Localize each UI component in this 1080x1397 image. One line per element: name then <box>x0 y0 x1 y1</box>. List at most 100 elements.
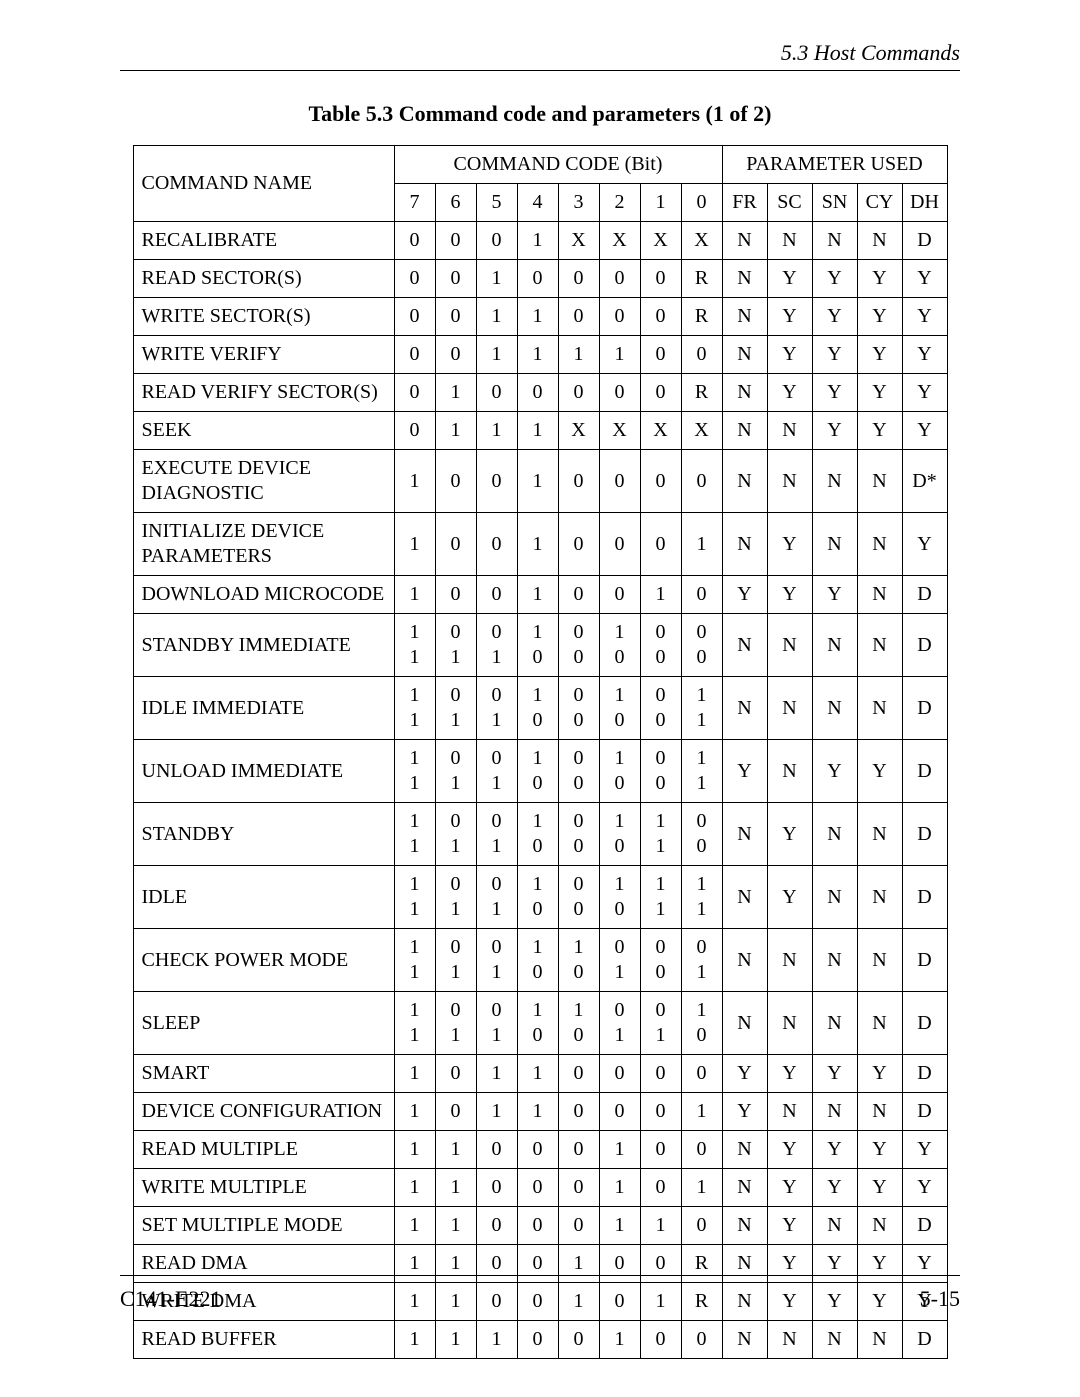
bit-cell: 11 <box>394 614 435 677</box>
param-cell: Y <box>857 298 902 336</box>
bit-cell: 0 <box>435 1093 476 1131</box>
bit-cell: 00 <box>558 614 599 677</box>
param-cell: N <box>722 1169 767 1207</box>
bit-cell: 01 <box>476 740 517 803</box>
param-cell: N <box>722 374 767 412</box>
table-row: STANDBY IMMEDIATE1101011000100000NNNND <box>133 614 947 677</box>
param-cell: N <box>767 1093 812 1131</box>
command-name-cell: DOWNLOAD MICROCODE <box>133 576 394 614</box>
param-cell: D <box>902 992 947 1055</box>
bit-cell: 1 <box>476 260 517 298</box>
bit-cell: 1 <box>681 1169 722 1207</box>
bit-cell: 10 <box>558 929 599 992</box>
bit-cell: 0 <box>640 1321 681 1359</box>
table-row: UNLOAD IMMEDIATE1101011000100011YNYYD <box>133 740 947 803</box>
section-header: 5.3 Host Commands <box>120 40 960 71</box>
param-cell: N <box>857 929 902 992</box>
bit-cell: 1 <box>476 1321 517 1359</box>
bit-cell: 1 <box>599 1207 640 1245</box>
bit-cell: 1 <box>476 1093 517 1131</box>
header-bit-5: 5 <box>476 184 517 222</box>
param-cell: Y <box>767 576 812 614</box>
bit-cell: 1 <box>435 1321 476 1359</box>
param-cell: Y <box>767 260 812 298</box>
bit-cell: 0 <box>394 374 435 412</box>
command-name-cell: SEEK <box>133 412 394 450</box>
bit-cell: 1 <box>517 576 558 614</box>
document-page: 5.3 Host Commands Table 5.3 Command code… <box>0 0 1080 1397</box>
bit-cell: 0 <box>681 336 722 374</box>
bit-cell: 11 <box>681 740 722 803</box>
param-cell: N <box>812 929 857 992</box>
bit-cell: 1 <box>394 1321 435 1359</box>
bit-cell: 00 <box>640 677 681 740</box>
footer-doc-id: C141-E221 <box>120 1286 221 1312</box>
command-name-cell: STANDBY IMMEDIATE <box>133 614 394 677</box>
param-cell: D <box>902 1321 947 1359</box>
bit-cell: 0 <box>517 1169 558 1207</box>
param-cell: N <box>767 614 812 677</box>
param-cell: N <box>722 1131 767 1169</box>
param-cell: Y <box>722 1093 767 1131</box>
bit-cell: 1 <box>394 1055 435 1093</box>
bit-cell: 0 <box>476 1207 517 1245</box>
param-cell: N <box>722 450 767 513</box>
param-cell: D <box>902 1093 947 1131</box>
bit-cell: 01 <box>476 677 517 740</box>
bit-cell: 0 <box>558 513 599 576</box>
param-cell: N <box>812 513 857 576</box>
bit-cell: 11 <box>640 803 681 866</box>
param-cell: Y <box>767 1207 812 1245</box>
bit-cell: 01 <box>435 740 476 803</box>
param-cell: Y <box>767 803 812 866</box>
bit-cell: 10 <box>517 866 558 929</box>
bit-cell: 1 <box>394 576 435 614</box>
param-cell: N <box>722 412 767 450</box>
table-row: EXECUTE DEVICE DIAGNOSTIC10010000NNNND* <box>133 450 947 513</box>
bit-cell: 00 <box>640 929 681 992</box>
bit-cell: 0 <box>476 513 517 576</box>
bit-cell: 1 <box>517 513 558 576</box>
bit-cell: X <box>640 222 681 260</box>
bit-cell: 00 <box>640 614 681 677</box>
param-cell: D* <box>902 450 947 513</box>
param-cell: N <box>812 1093 857 1131</box>
bit-cell: 0 <box>394 298 435 336</box>
bit-cell: X <box>681 222 722 260</box>
bit-cell: 0 <box>558 1207 599 1245</box>
bit-cell: 00 <box>640 740 681 803</box>
bit-cell: 00 <box>681 614 722 677</box>
command-name-cell: WRITE SECTOR(S) <box>133 298 394 336</box>
command-name-cell: UNLOAD IMMEDIATE <box>133 740 394 803</box>
bit-cell: 00 <box>681 803 722 866</box>
bit-cell: 0 <box>476 374 517 412</box>
param-cell: Y <box>767 298 812 336</box>
param-cell: Y <box>722 740 767 803</box>
bit-cell: 1 <box>599 1169 640 1207</box>
bit-cell: 11 <box>681 677 722 740</box>
table-row: DOWNLOAD MICROCODE10010010YYYND <box>133 576 947 614</box>
bit-cell: 0 <box>640 374 681 412</box>
param-cell: N <box>812 1321 857 1359</box>
param-cell: N <box>812 803 857 866</box>
table-row: IDLE1101011000101111NYNND <box>133 866 947 929</box>
bit-cell: 0 <box>558 450 599 513</box>
param-cell: N <box>767 677 812 740</box>
command-name-cell: DEVICE CONFIGURATION <box>133 1093 394 1131</box>
bit-cell: 0 <box>640 336 681 374</box>
bit-cell: 11 <box>394 803 435 866</box>
param-cell: Y <box>812 1055 857 1093</box>
command-name-cell: READ BUFFER <box>133 1321 394 1359</box>
bit-cell: 01 <box>476 803 517 866</box>
bit-cell: 0 <box>435 450 476 513</box>
header-bit-0: 0 <box>681 184 722 222</box>
bit-cell: 0 <box>517 1131 558 1169</box>
bit-cell: R <box>681 298 722 336</box>
bit-cell: 0 <box>558 298 599 336</box>
command-name-cell: WRITE MULTIPLE <box>133 1169 394 1207</box>
header-param-fr: FR <box>722 184 767 222</box>
table-row: SLEEP1101011010010110NNNND <box>133 992 947 1055</box>
bit-cell: 0 <box>394 260 435 298</box>
table-row: WRITE MULTIPLE11000101NYYYY <box>133 1169 947 1207</box>
bit-cell: 1 <box>517 298 558 336</box>
